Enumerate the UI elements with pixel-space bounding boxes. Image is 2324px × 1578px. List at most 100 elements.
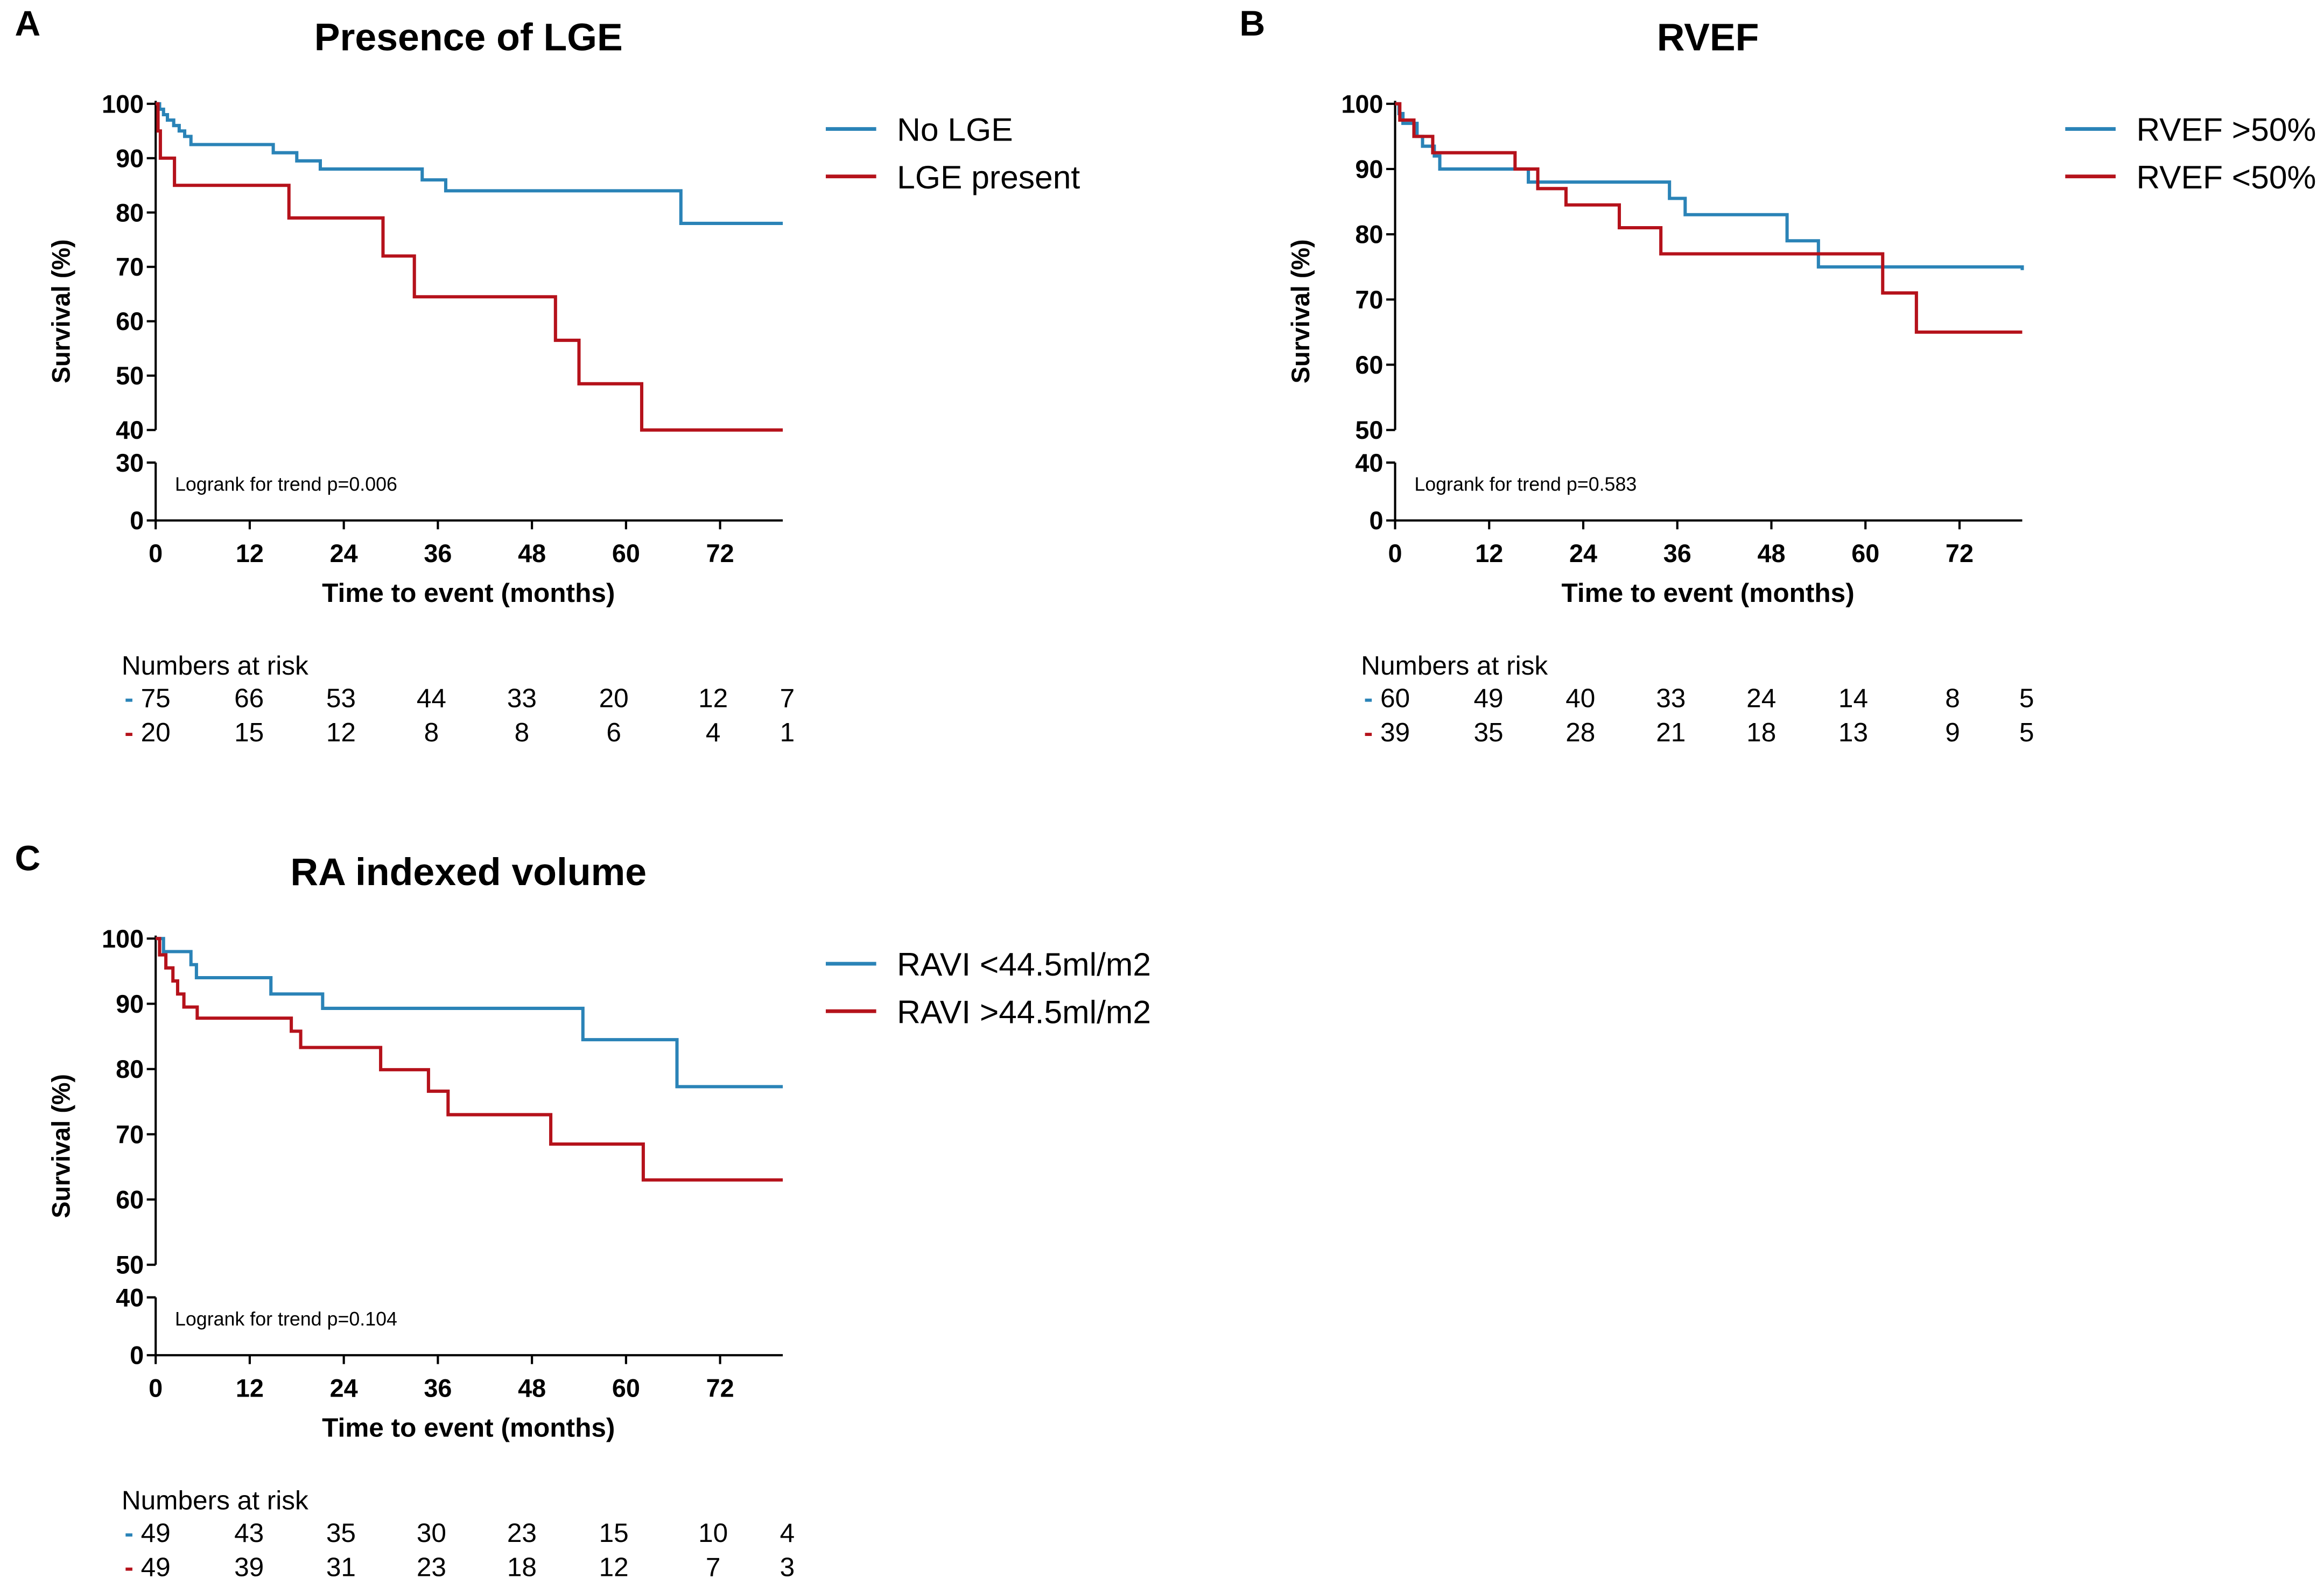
x-tick-label: 60 — [1851, 539, 1879, 567]
survival-curve-2 — [156, 102, 783, 432]
y-tick-label: 90 — [1355, 155, 1383, 183]
risk-count: 28 — [1565, 717, 1595, 747]
logrank-annotation: Logrank for trend p=0.006 — [175, 474, 397, 495]
risk-count: 40 — [1565, 683, 1595, 713]
risk-count: 9 — [1945, 717, 1960, 747]
risk-count: 18 — [1746, 717, 1776, 747]
risk-count: 60 — [1380, 683, 1410, 713]
y-tick-label: 80 — [116, 199, 144, 227]
x-tick-label: 36 — [1663, 539, 1691, 567]
x-tick-label: 48 — [1757, 539, 1785, 567]
x-tick-label: 12 — [1475, 539, 1503, 567]
y-tick-label: 40 — [1355, 449, 1383, 477]
risk-count: 7 — [706, 1552, 721, 1578]
risk-count: 49 — [141, 1518, 171, 1548]
y-tick-label: 50 — [116, 1251, 144, 1279]
risk-count: 15 — [599, 1518, 629, 1548]
risk-count: 5 — [2019, 683, 2034, 713]
risk-count: 66 — [234, 683, 264, 713]
y-tick-label: 60 — [1355, 351, 1383, 379]
x-tick-label: 72 — [706, 1374, 734, 1402]
chart-title: RVEF — [1657, 16, 1759, 59]
risk-row-marker: - — [124, 683, 134, 713]
y-tick-label: 70 — [116, 253, 144, 281]
risk-row-marker: - — [1364, 717, 1373, 747]
y-tick-label: 90 — [116, 144, 144, 172]
y-tick-label: 50 — [1355, 416, 1383, 444]
risk-count: 1 — [780, 717, 795, 747]
x-tick-label: 24 — [1569, 539, 1597, 567]
y-tick-label: 40 — [116, 1284, 144, 1312]
risk-count: 21 — [1656, 717, 1686, 747]
risk-count: 49 — [1473, 683, 1503, 713]
y-axis-label: Survival (%) — [47, 1074, 75, 1218]
y-tick-label: 60 — [116, 307, 144, 335]
risk-table-header: Numbers at risk — [122, 1485, 308, 1516]
legend-label: LGE present — [897, 159, 1080, 195]
x-tick-label: 48 — [518, 539, 546, 567]
y-tick-label: 70 — [1355, 286, 1383, 314]
risk-count: 31 — [326, 1552, 356, 1578]
risk-count: 20 — [599, 683, 629, 713]
risk-count: 39 — [234, 1552, 264, 1578]
risk-count: 23 — [417, 1552, 446, 1578]
risk-table-header: Numbers at risk — [1361, 650, 1548, 681]
risk-count: 24 — [1746, 683, 1776, 713]
y-tick-label: 100 — [102, 925, 144, 953]
risk-count: 35 — [326, 1518, 356, 1548]
y-tick-label: 70 — [116, 1120, 144, 1148]
y-tick-label: 50 — [116, 362, 144, 390]
risk-count: 20 — [141, 717, 171, 747]
x-tick-label: 72 — [1946, 539, 1974, 567]
legend-label: RVEF >50% — [2137, 111, 2316, 148]
legend-label: RAVI <44.5ml/m2 — [897, 946, 1151, 983]
legend-label: No LGE — [897, 111, 1013, 148]
risk-count: 33 — [1656, 683, 1686, 713]
y-tick-label: 30 — [116, 449, 144, 477]
x-tick-label: 48 — [518, 1374, 546, 1402]
y-tick-label: 80 — [116, 1055, 144, 1083]
legend-label: RAVI >44.5ml/m2 — [897, 993, 1151, 1030]
panel-b: B RVEF Survival (%) 50 60 70 80 90 100 40 00 12 24 36… — [1239, 4, 2316, 747]
risk-row-marker: - — [124, 1552, 134, 1578]
risk-count: 13 — [1838, 717, 1868, 747]
risk-count: 43 — [234, 1518, 264, 1548]
risk-count: 35 — [1473, 717, 1503, 747]
risk-count: 12 — [599, 1552, 629, 1578]
survival-curve-2 — [156, 937, 783, 1182]
survival-curve-2 — [1395, 102, 2023, 334]
x-tick-label: 0 — [149, 539, 163, 567]
logrank-annotation: Logrank for trend p=0.583 — [1414, 474, 1637, 495]
chart-title: RA indexed volume — [290, 851, 647, 894]
risk-count: 75 — [141, 683, 171, 713]
y-tick-label: 0 — [130, 507, 144, 535]
risk-count: 53 — [326, 683, 356, 713]
panel-letter: B — [1239, 4, 1265, 44]
risk-count: 44 — [417, 683, 446, 713]
x-tick-label: 60 — [612, 539, 640, 567]
risk-count: 18 — [507, 1552, 537, 1578]
x-axis-label: Time to event (months) — [322, 578, 615, 608]
y-tick-label: 60 — [116, 1186, 144, 1214]
risk-row-marker: - — [124, 717, 134, 747]
y-tick-label: 100 — [102, 90, 144, 118]
risk-count: 8 — [515, 717, 530, 747]
risk-count: 4 — [780, 1518, 795, 1548]
chart-title: Presence of LGE — [314, 16, 623, 59]
x-tick-label: 0 — [149, 1374, 163, 1402]
risk-count: 15 — [234, 717, 264, 747]
y-tick-label: 0 — [130, 1342, 144, 1370]
risk-table-header: Numbers at risk — [122, 650, 308, 681]
survival-curve-1 — [1395, 102, 2024, 270]
risk-count: 49 — [141, 1552, 171, 1578]
risk-count: 39 — [1380, 717, 1410, 747]
risk-count: 12 — [698, 683, 728, 713]
risk-count: 7 — [780, 683, 795, 713]
x-tick-label: 12 — [236, 539, 264, 567]
x-tick-label: 24 — [330, 1374, 358, 1402]
risk-count: 8 — [424, 717, 439, 747]
x-tick-label: 12 — [236, 1374, 264, 1402]
logrank-annotation: Logrank for trend p=0.104 — [175, 1308, 397, 1330]
risk-count: 3 — [780, 1552, 795, 1578]
